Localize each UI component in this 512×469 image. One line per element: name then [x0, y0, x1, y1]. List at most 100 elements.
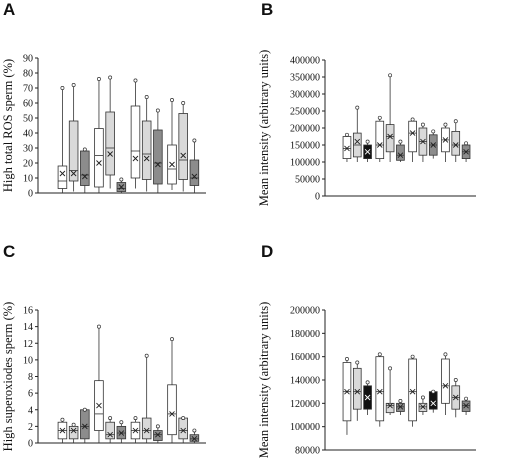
mean-marker [442, 383, 449, 389]
outlier-point [144, 353, 149, 358]
box [141, 417, 152, 440]
box-plot [178, 416, 188, 443]
chart-a: High total ROS sperm (%) 0 10 20 30 40 50 60 70 8… [1, 54, 206, 200]
box [375, 356, 385, 422]
y-tick-label: 400000 [290, 56, 320, 67]
mean-marker [132, 427, 139, 434]
outlier-point [170, 337, 174, 342]
outlier-point [133, 78, 138, 83]
mean-marker [420, 404, 426, 410]
mean-marker [376, 142, 383, 148]
box-plot [441, 122, 450, 162]
box [385, 402, 395, 414]
outlier-point [71, 83, 76, 87]
box [94, 128, 104, 188]
box-plot [189, 428, 200, 443]
mean-marker [180, 427, 187, 434]
outlier-point [60, 417, 65, 422]
box [80, 409, 90, 440]
outlier-point [398, 139, 403, 144]
mean-marker [96, 160, 102, 166]
y-tick-label: 0 [28, 439, 33, 450]
y-tick-label: 80000 [295, 446, 320, 457]
mean-marker [354, 388, 361, 395]
box [178, 113, 188, 180]
mean-marker [191, 173, 198, 180]
mean-marker [430, 400, 437, 407]
box-plot [68, 422, 79, 443]
box-plot [408, 354, 417, 427]
y-tick-label: 180000 [290, 329, 320, 340]
y-tick-label: 10 [23, 355, 33, 366]
y-tick-label: 60 [23, 99, 33, 110]
mean-marker [96, 402, 102, 409]
outlier-point [97, 77, 101, 81]
mean-marker [452, 394, 459, 401]
outlier-point [133, 416, 138, 421]
y-tick-label: 2 [28, 422, 33, 433]
outlier-point [388, 366, 393, 371]
mean-marker [107, 431, 113, 438]
outlier-point [60, 86, 65, 90]
outlier-point [453, 119, 458, 124]
y-tick-label: 120000 [290, 399, 320, 410]
box [375, 120, 385, 159]
outlier-point [410, 117, 415, 122]
y-tick-label: 200000 [290, 306, 320, 317]
mean-marker [118, 430, 125, 436]
mean-marker [169, 161, 175, 168]
outlier-point [345, 132, 349, 137]
mean-marker [59, 170, 66, 177]
outlier-point [155, 108, 160, 113]
box [68, 425, 79, 440]
outlier-point [365, 139, 370, 144]
box-plot [428, 389, 438, 413]
box-plot [385, 366, 395, 415]
y-tick-label: 14 [23, 322, 33, 333]
panel-letter: D [261, 242, 274, 261]
mean-marker [397, 404, 404, 410]
outlier-point [355, 360, 360, 365]
chart-c: High superoxiodes sperm (%) 0 2 4 6 8 10 12 14 16 [1, 302, 206, 451]
box [130, 105, 141, 179]
mean-marker [409, 130, 416, 136]
box-plot [461, 141, 471, 162]
box-plot [375, 115, 385, 162]
mean-marker [364, 394, 371, 401]
box-plot [342, 357, 352, 435]
y-tick-label: 80 [23, 69, 33, 80]
outlier-point [192, 138, 197, 143]
box [428, 391, 438, 410]
mean-marker [169, 411, 175, 417]
box-plot [189, 138, 200, 193]
outlier-point [181, 416, 186, 421]
box [408, 120, 417, 153]
box [441, 358, 450, 404]
box-plot [130, 78, 141, 189]
mean-marker [155, 161, 161, 168]
y-tick-label: 4 [28, 405, 33, 416]
mean-marker [387, 402, 393, 409]
box-plot [363, 139, 372, 162]
outlier-point [108, 75, 113, 80]
mean-marker [82, 423, 88, 430]
box-plot [141, 95, 152, 192]
outlier-point [155, 424, 160, 429]
box [68, 120, 79, 182]
box-plot [428, 129, 438, 159]
outlier-point [365, 380, 370, 385]
box [178, 417, 188, 440]
mean-marker [387, 133, 393, 140]
y-tick-label: 200000 [290, 124, 320, 135]
box-plot [130, 416, 141, 443]
box-plot [342, 132, 352, 162]
box-plot [167, 337, 177, 443]
y-tick-label: 160000 [290, 352, 320, 363]
y-axis-label: Mean intensity (arbitrary units) [257, 302, 271, 459]
outlier-point [345, 357, 349, 361]
outlier-point [443, 122, 448, 127]
panel-c: C High superoxiodes sperm (%) 0 2 4 6 8 10 12 14… [0, 237, 256, 469]
y-axis-label: High total ROS sperm (%) [1, 59, 15, 192]
y-tick-label: 350000 [290, 73, 320, 84]
outlier-point [97, 324, 101, 329]
